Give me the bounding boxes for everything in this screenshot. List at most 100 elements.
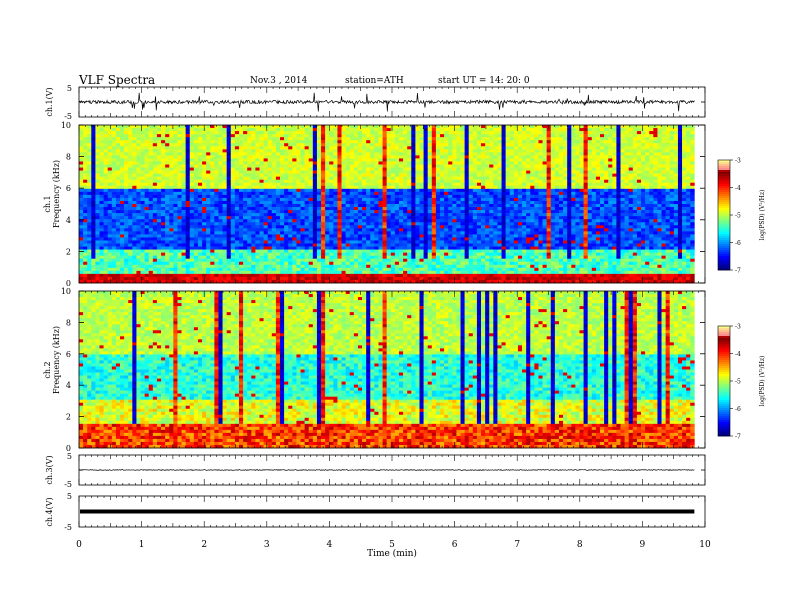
spectrogram-cell <box>362 131 367 135</box>
spectrogram-cell <box>222 222 227 226</box>
spectrogram-cell <box>427 140 433 144</box>
spectrogram-cell <box>259 234 264 238</box>
spectrogram-cell <box>202 188 207 193</box>
spectrogram-cell <box>362 276 367 281</box>
spectrogram-cell <box>234 161 240 165</box>
spectrogram-cell <box>444 125 449 129</box>
spectrogram-cell <box>230 179 236 184</box>
spectrogram-cell <box>292 276 297 281</box>
spectrogram-cell <box>87 258 92 263</box>
spectrogram-cell <box>206 146 211 150</box>
spectrogram-cell <box>169 225 174 229</box>
spectrogram-cell <box>398 128 404 132</box>
spectrogram-cell <box>341 155 346 159</box>
spectrogram-cell <box>115 161 121 165</box>
spectrogram-cell <box>390 191 396 196</box>
spectrogram-cell <box>460 143 465 147</box>
spectrogram-cell <box>349 210 355 214</box>
spectrogram-cell <box>275 279 281 284</box>
spectrogram-cell <box>419 200 424 205</box>
spectrogram-cell <box>464 261 470 266</box>
spectrogram-cell <box>275 197 281 202</box>
spectrogram-cell <box>448 149 453 153</box>
spectrogram-cell <box>202 228 207 232</box>
spectrogram-cell <box>210 231 215 235</box>
spectrogram-cell <box>304 179 310 184</box>
spectrogram-cell <box>124 261 129 266</box>
spectrogram-cell <box>468 225 474 229</box>
spectrogram-cell <box>210 225 215 229</box>
spectrogram-cell <box>398 170 404 174</box>
spectrogram-cell <box>259 249 264 253</box>
spectrogram-cell <box>218 249 223 253</box>
spectrogram-cell <box>214 231 219 235</box>
spectrogram-cell <box>411 185 416 190</box>
spectrogram-cell <box>312 134 318 138</box>
spectrogram-cell <box>234 179 240 184</box>
spectrogram-cell <box>468 125 474 129</box>
spectrogram-cell <box>124 194 129 199</box>
spectrogram-cell <box>111 161 117 165</box>
spectrogram-cell <box>259 155 264 159</box>
spectrogram-cell <box>423 255 428 259</box>
spectrogram-cell <box>218 191 223 196</box>
spectrogram-cell <box>144 140 150 144</box>
spectrogram-cell <box>230 204 236 208</box>
spectrogram-cell <box>181 240 186 244</box>
spectrogram-cell <box>79 191 84 196</box>
spectrogram-cell <box>193 264 199 269</box>
spectrogram-cell <box>300 231 305 235</box>
spectrogram-cell <box>329 225 334 229</box>
spectrogram-cell <box>148 134 154 138</box>
spectrogram-cell <box>440 131 445 135</box>
spectrogram-cell <box>238 125 244 129</box>
spectrogram-cell <box>448 204 453 208</box>
spectrogram-cell <box>234 197 240 202</box>
spectrogram-cell <box>337 246 342 250</box>
spectrogram-cell <box>79 243 84 247</box>
spectrogram-cell <box>91 240 96 244</box>
spectrogram-cell <box>366 173 371 177</box>
spectrogram-cell <box>300 161 305 165</box>
spectrogram-cell <box>460 225 465 229</box>
spectrogram-cell <box>275 146 281 150</box>
spectrogram-cell <box>440 252 445 256</box>
spectrogram-cell <box>206 176 211 180</box>
spectrogram-cell <box>398 197 404 202</box>
spectrogram-cell <box>165 270 170 275</box>
spectrogram-cell <box>370 252 375 256</box>
spectrogram-cell <box>165 267 170 272</box>
spectrogram-cell <box>197 140 203 144</box>
spectrogram-cell <box>288 204 293 208</box>
spectrogram-cell <box>226 146 232 150</box>
spectrogram-cell <box>288 146 293 150</box>
spectrogram-cell <box>120 185 125 190</box>
spectrogram-cell <box>337 216 342 220</box>
spectrogram-cell <box>161 185 166 190</box>
spectrogram-cell <box>136 246 141 250</box>
spectrogram-cell <box>427 197 433 202</box>
spectrogram-cell <box>312 191 318 196</box>
spectrogram-cell <box>91 197 96 202</box>
spectrogram-cell <box>312 197 318 202</box>
spectrogram-cell <box>345 270 351 275</box>
spectrogram-cell <box>218 273 223 278</box>
spectrogram-cell <box>419 170 424 174</box>
spectrogram-cell <box>124 146 129 150</box>
spectrogram-cell <box>165 204 170 208</box>
spectrogram-cell <box>362 261 367 266</box>
spectrogram-cell <box>411 210 416 214</box>
spectrogram-cell <box>271 279 277 284</box>
spectrogram-cell <box>337 185 342 190</box>
spectrogram-cell <box>267 210 273 214</box>
spectrogram-cell <box>456 179 461 184</box>
spectrogram-cell <box>169 143 174 147</box>
spectrogram-cell <box>169 149 174 153</box>
spectrogram-cell <box>325 234 330 238</box>
spectrogram-cell <box>267 273 273 278</box>
spectrogram-cell <box>440 270 445 275</box>
spectrogram-cell <box>263 258 269 263</box>
spectrogram-cell <box>382 170 387 174</box>
spectrogram-cell <box>259 210 264 214</box>
spectrogram-cell <box>427 161 433 165</box>
